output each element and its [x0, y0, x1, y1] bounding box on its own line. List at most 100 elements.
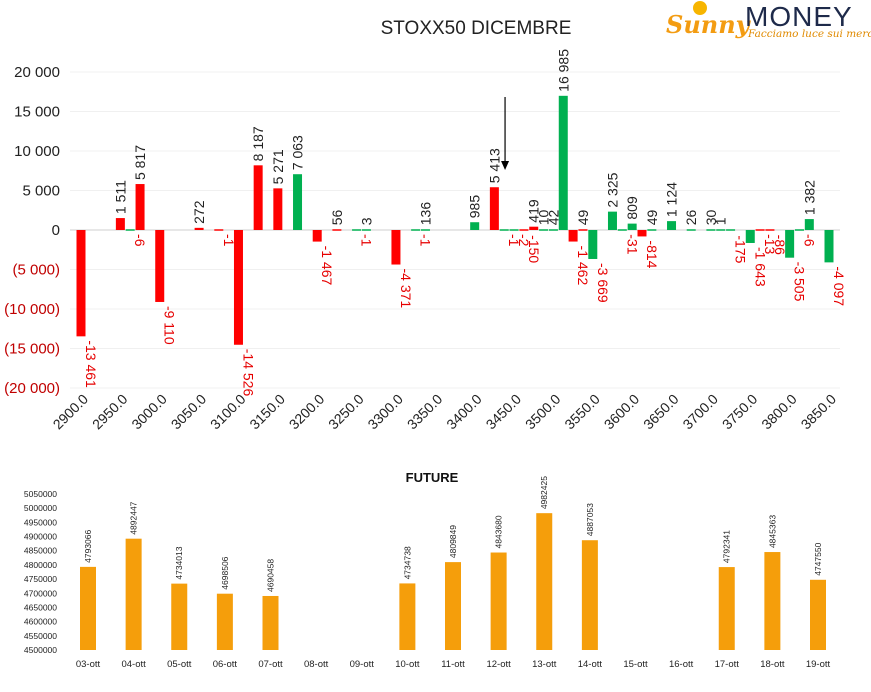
- top-data-label: -86: [772, 235, 788, 255]
- top-bar: [647, 229, 657, 231]
- top-bar: [755, 229, 765, 231]
- future-title: FUTURE: [406, 470, 459, 485]
- future-y-tick-label: 4600000: [24, 617, 57, 627]
- top-bar: [332, 229, 342, 231]
- top-bar: [293, 174, 303, 230]
- future-data-label: 4747550: [813, 542, 823, 575]
- top-y-tick-label: (5 000): [12, 262, 60, 279]
- top-data-label: 985: [467, 195, 483, 219]
- top-x-tick-label: 3500.0: [522, 391, 564, 433]
- sun-icon: [693, 1, 707, 15]
- top-bar: [470, 222, 480, 230]
- future-bar: [764, 552, 781, 650]
- top-data-label: 8 187: [250, 126, 266, 161]
- top-data-label: 42: [545, 209, 561, 225]
- top-data-label: -6: [132, 234, 148, 247]
- top-data-label: -1 467: [319, 246, 335, 286]
- future-x-tick-label: 04-ott: [121, 659, 146, 670]
- top-bar: [519, 229, 529, 231]
- top-data-label: -175: [733, 235, 749, 263]
- top-bar: [824, 230, 834, 263]
- future-x-tick-label: 10-ott: [395, 659, 420, 670]
- top-data-label: 5 817: [132, 145, 148, 180]
- top-bar: [125, 229, 135, 231]
- top-y-tick-label: 10 000: [14, 143, 60, 160]
- top-data-label: -13: [762, 234, 778, 254]
- future-x-tick-label: 16-ott: [669, 659, 694, 670]
- top-bar: [607, 211, 617, 230]
- future-y-axis: 4500000 4550000 4600000 4650000 4700000 47500…: [24, 489, 57, 655]
- future-data-label: 4698506: [220, 556, 230, 589]
- top-bar: [135, 184, 145, 230]
- future-x-tick-label: 12-ott: [486, 659, 511, 670]
- top-bar: [155, 230, 165, 302]
- top-bar: [558, 95, 568, 230]
- top-data-label: 1 511: [112, 180, 128, 214]
- top-bar: [765, 229, 775, 231]
- top-bar: [361, 229, 371, 231]
- future-data-label: 4982425: [539, 476, 549, 509]
- top-y-tick-label: (15 000): [4, 341, 60, 358]
- strike-arrow-head: [501, 161, 510, 170]
- top-bar: [568, 230, 578, 242]
- future-data-label: 4809849: [448, 525, 458, 558]
- future-y-tick-label: 4950000: [24, 517, 57, 527]
- top-x-tick-label: 3400.0: [443, 391, 485, 433]
- top-bar: [411, 229, 421, 231]
- top-bar: [617, 229, 627, 231]
- top-data-label: -6: [801, 234, 817, 247]
- top-bar: [352, 229, 362, 231]
- future-data-label: 4734738: [402, 546, 412, 579]
- top-x-tick-label: 3050.0: [168, 391, 210, 433]
- future-y-tick-label: 4850000: [24, 546, 57, 556]
- top-data-label: -150: [526, 235, 542, 263]
- top-bar: [578, 229, 588, 231]
- top-y-axis: 20 000 15 000 10 000 5 000 0 (5 000) (10 000) (…: [4, 64, 60, 397]
- top-data-label: 272: [191, 200, 207, 224]
- top-y-tick-label: 5 000: [22, 183, 60, 200]
- top-data-label: 26: [683, 209, 699, 225]
- future-chart: FUTURE 4500000 4550000 4600000 4650000 47000…: [24, 470, 831, 670]
- future-x-tick-label: 11-ott: [441, 659, 465, 670]
- future-bar: [262, 595, 279, 650]
- top-x-tick-label: 3350.0: [404, 391, 446, 433]
- future-x-tick-label: 13-ott: [532, 659, 557, 670]
- top-x-tick-label: 2950.0: [89, 391, 131, 433]
- top-bar: [509, 229, 519, 231]
- top-y-tick-label: (20 000): [4, 380, 60, 397]
- top-data-label: -1 643: [752, 247, 768, 287]
- future-y-tick-label: 4700000: [24, 588, 57, 598]
- top-bar: [214, 229, 224, 231]
- top-data-label: -3 505: [792, 262, 808, 302]
- top-bar: [529, 226, 539, 230]
- top-data-label: 49: [644, 209, 660, 225]
- top-x-tick-label: 3700.0: [679, 391, 721, 433]
- future-x-tick-label: 14-ott: [578, 659, 603, 670]
- top-x-tick-label: 3800.0: [758, 391, 800, 433]
- top-data-label: -9 110: [162, 306, 178, 345]
- top-y-tick-label: 15 000: [14, 104, 60, 121]
- top-data-label: 419: [526, 199, 542, 223]
- top-data-label: 1 382: [801, 180, 817, 215]
- top-y-tick-label: 20 000: [14, 64, 60, 81]
- top-bar: [588, 230, 598, 259]
- top-x-tick-label: 3600.0: [601, 391, 643, 433]
- future-data-label: 4887053: [585, 503, 595, 536]
- future-y-tick-label: 4900000: [24, 532, 57, 542]
- top-bars: [76, 95, 834, 345]
- top-data-label: -2: [516, 234, 532, 247]
- top-data-label: -814: [644, 240, 660, 268]
- top-bar: [627, 223, 637, 230]
- top-x-axis: 2900.02950.03000.03050.03100.03150.03200…: [50, 391, 840, 433]
- top-bar: [273, 188, 283, 230]
- top-data-label: -1: [221, 234, 237, 247]
- top-bar: [804, 219, 814, 230]
- top-data-label: -1 462: [575, 246, 591, 286]
- future-x-tick-label: 09-ott: [350, 659, 375, 670]
- logo-sunny-text: Sunny: [666, 10, 752, 39]
- future-x-tick-label: 15-ott: [623, 659, 648, 670]
- future-y-tick-label: 4650000: [24, 602, 57, 612]
- top-bar: [548, 229, 558, 231]
- future-bars: [80, 513, 826, 650]
- top-data-label: -31: [624, 234, 640, 254]
